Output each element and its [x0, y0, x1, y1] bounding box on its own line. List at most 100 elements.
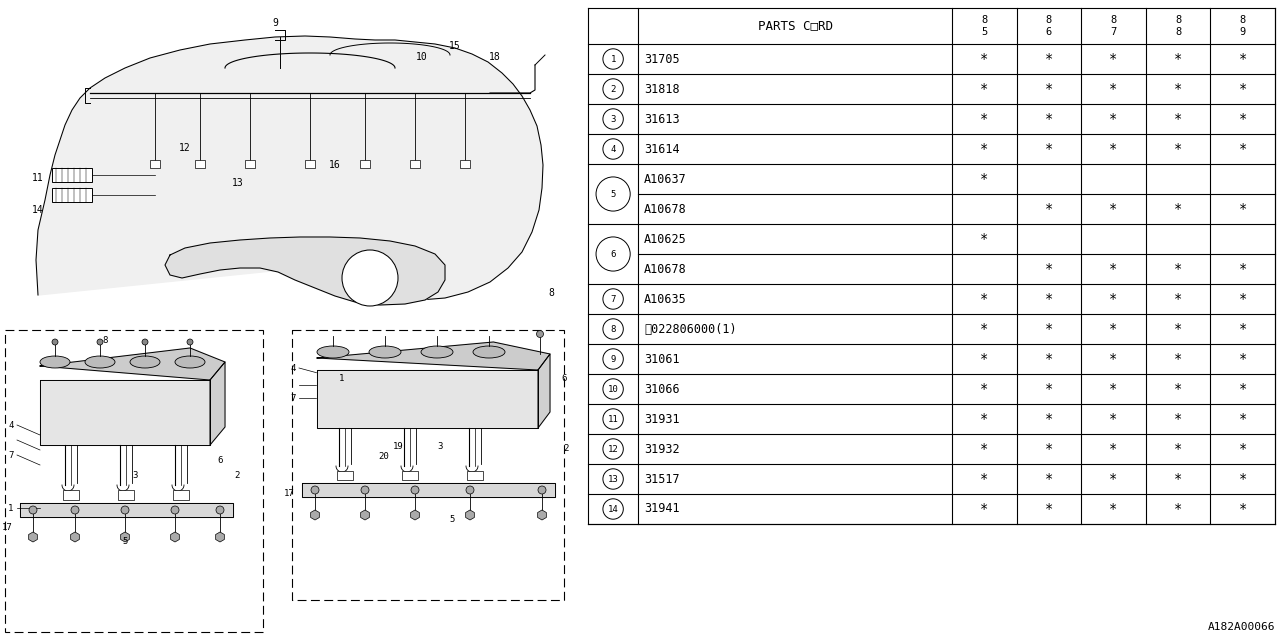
Text: 8
5: 8 5: [982, 15, 988, 37]
Text: *: *: [980, 502, 988, 516]
Text: 8
6: 8 6: [1046, 15, 1052, 37]
Text: *: *: [1044, 442, 1053, 456]
Text: 8: 8: [548, 288, 554, 298]
Text: *: *: [1174, 112, 1183, 126]
Text: 3: 3: [436, 442, 443, 451]
Bar: [460, 160, 470, 168]
Text: *: *: [980, 142, 988, 156]
Text: *: *: [1174, 82, 1183, 96]
Bar: [410, 160, 420, 168]
Text: *: *: [1174, 142, 1183, 156]
Circle shape: [536, 330, 544, 337]
Text: *: *: [980, 412, 988, 426]
Text: 31066: 31066: [644, 383, 680, 396]
Text: *: *: [1174, 52, 1183, 66]
Text: 11: 11: [608, 415, 618, 424]
Circle shape: [216, 506, 224, 514]
Text: 2: 2: [563, 444, 568, 452]
Circle shape: [466, 486, 474, 494]
Polygon shape: [40, 348, 225, 380]
Text: *: *: [1174, 382, 1183, 396]
Text: *: *: [1174, 412, 1183, 426]
Text: *: *: [1044, 82, 1053, 96]
Text: *: *: [1044, 292, 1053, 306]
Text: *: *: [1110, 262, 1117, 276]
Text: *: *: [1239, 262, 1247, 276]
Text: *: *: [1239, 52, 1247, 66]
Polygon shape: [317, 342, 550, 370]
Ellipse shape: [131, 356, 160, 368]
Text: 11: 11: [32, 173, 44, 183]
Text: 8
9: 8 9: [1239, 15, 1245, 37]
Ellipse shape: [40, 356, 70, 368]
Bar: [402, 471, 419, 480]
Circle shape: [70, 506, 79, 514]
Text: 31517: 31517: [644, 472, 680, 486]
Circle shape: [172, 506, 179, 514]
Bar: [173, 490, 189, 500]
Polygon shape: [20, 503, 233, 517]
Text: *: *: [980, 112, 988, 126]
Text: *: *: [1044, 382, 1053, 396]
Bar: [5, 330, 262, 632]
Text: *: *: [1044, 352, 1053, 366]
Text: *: *: [1110, 142, 1117, 156]
Circle shape: [361, 486, 369, 494]
Text: A10678: A10678: [644, 262, 687, 275]
Text: *: *: [1174, 262, 1183, 276]
Text: 15: 15: [449, 41, 461, 51]
Bar: [337, 471, 353, 480]
Text: 12: 12: [179, 143, 191, 153]
Ellipse shape: [421, 346, 453, 358]
Polygon shape: [165, 237, 445, 305]
Text: 8: 8: [102, 335, 108, 344]
Text: A10637: A10637: [644, 173, 687, 186]
Text: 1: 1: [8, 504, 14, 513]
Ellipse shape: [317, 346, 349, 358]
Bar: [118, 490, 134, 500]
Bar: [305, 160, 315, 168]
Text: 4: 4: [8, 420, 14, 429]
Text: 13: 13: [232, 178, 244, 188]
Text: 3: 3: [132, 470, 138, 479]
Text: *: *: [1239, 112, 1247, 126]
Text: ⓝ022806000(1): ⓝ022806000(1): [644, 323, 737, 335]
Polygon shape: [40, 380, 210, 445]
Ellipse shape: [474, 346, 506, 358]
Text: *: *: [1044, 202, 1053, 216]
Bar: [360, 160, 370, 168]
Text: *: *: [1044, 322, 1053, 336]
Text: 2: 2: [234, 470, 239, 479]
Circle shape: [538, 486, 547, 494]
Text: 18: 18: [489, 52, 500, 62]
Text: A10678: A10678: [644, 202, 687, 216]
Text: *: *: [1044, 142, 1053, 156]
Text: 31614: 31614: [644, 143, 680, 156]
Text: *: *: [1174, 292, 1183, 306]
Text: 20: 20: [378, 451, 389, 461]
Text: *: *: [980, 442, 988, 456]
Text: *: *: [1239, 142, 1247, 156]
Text: *: *: [980, 472, 988, 486]
Text: 7: 7: [8, 451, 14, 460]
Bar: [467, 471, 483, 480]
Text: 1: 1: [611, 54, 616, 63]
Text: *: *: [980, 352, 988, 366]
Text: 31613: 31613: [644, 113, 680, 125]
Text: *: *: [1044, 262, 1053, 276]
Circle shape: [97, 339, 102, 345]
Circle shape: [187, 339, 193, 345]
Text: 14: 14: [608, 504, 618, 513]
Text: *: *: [1239, 442, 1247, 456]
Circle shape: [142, 339, 148, 345]
Text: *: *: [1110, 382, 1117, 396]
Text: *: *: [1239, 202, 1247, 216]
Text: 4: 4: [291, 364, 296, 372]
Text: *: *: [980, 382, 988, 396]
Text: A10635: A10635: [644, 292, 687, 305]
Text: *: *: [980, 232, 988, 246]
Text: 6: 6: [218, 456, 223, 465]
Text: 8: 8: [611, 324, 616, 333]
Text: *: *: [1110, 112, 1117, 126]
Text: *: *: [1110, 442, 1117, 456]
